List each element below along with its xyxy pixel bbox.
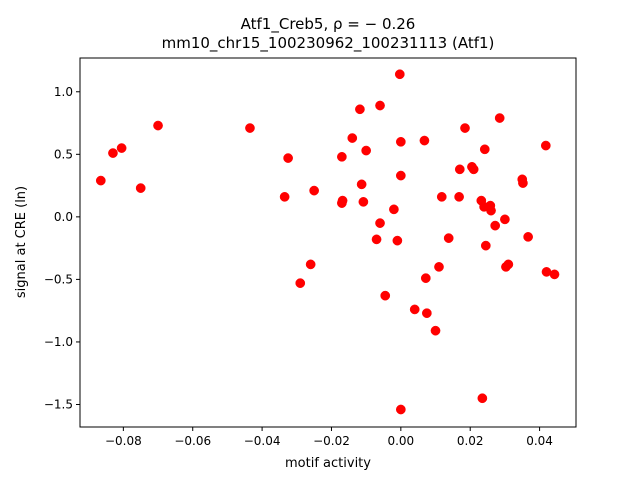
x-tick-label: 0.00 (387, 434, 414, 448)
data-point (135, 183, 146, 193)
data-point (245, 123, 255, 133)
data-point (358, 197, 369, 207)
y-tick-label: −1.5 (44, 397, 73, 411)
data-point (283, 153, 293, 163)
data-point (486, 205, 496, 216)
data-point (395, 170, 406, 181)
data-point (549, 269, 560, 280)
data-point (454, 164, 465, 175)
y-tick-label: −1.0 (44, 335, 73, 349)
data-point (337, 151, 347, 162)
data-point (153, 120, 163, 131)
data-point (347, 133, 358, 143)
data-point (356, 179, 367, 190)
data-point (409, 304, 420, 315)
data-point (518, 178, 528, 188)
data-point (389, 204, 399, 215)
data-point (395, 136, 406, 147)
data-point (436, 191, 447, 202)
y-tick-label: 0.5 (54, 147, 73, 161)
data-point (503, 259, 514, 270)
data-point (371, 234, 382, 245)
y-axis-label: signal at CRE (ln) (14, 186, 29, 298)
x-tick-label: −0.02 (313, 434, 350, 448)
x-axis-label: motif activity (285, 456, 371, 471)
data-point (523, 232, 533, 242)
data-point (116, 143, 127, 153)
data-point (309, 185, 319, 196)
data-points (95, 69, 560, 415)
chart-title-line-2: mm10_chr15_100230962_100231113 (Atf1) (162, 34, 495, 53)
data-point (305, 259, 316, 270)
data-point (500, 214, 510, 225)
y-axis-ticks: −1.5 −1.0 −0.5 0.0 0.5 1.0 (44, 85, 80, 411)
data-point (434, 262, 444, 272)
data-point (361, 145, 371, 156)
y-tick-label: 0.0 (54, 210, 73, 224)
data-point (540, 140, 551, 151)
data-point (420, 273, 431, 283)
x-tick-label: 0.04 (526, 434, 553, 448)
chart-title-line-1: Atf1_Creb5, ρ = − 0.26 (241, 15, 416, 34)
x-tick-label: −0.06 (174, 434, 211, 448)
data-point (494, 113, 505, 123)
x-axis-ticks: −0.08 −0.06 −0.04 −0.02 0.00 0.02 0.04 (105, 427, 553, 448)
data-point (295, 278, 306, 288)
x-tick-label: −0.08 (105, 434, 142, 448)
data-point (490, 220, 501, 231)
x-tick-label: −0.04 (244, 434, 281, 448)
y-tick-label: −0.5 (44, 272, 73, 286)
data-point (430, 325, 441, 336)
data-point (355, 104, 365, 115)
plot-frame (79, 57, 577, 428)
data-point (394, 69, 405, 80)
data-point (375, 100, 385, 111)
data-point (419, 135, 430, 146)
data-point (279, 191, 290, 202)
data-point (477, 393, 488, 404)
data-point (479, 144, 490, 155)
data-point (395, 404, 406, 415)
data-point (454, 191, 464, 202)
data-point (337, 195, 348, 206)
x-tick-label: 0.02 (457, 434, 484, 448)
data-point (108, 148, 118, 158)
data-point (468, 164, 479, 175)
y-tick-label: 1.0 (54, 85, 73, 99)
data-point (392, 235, 403, 246)
data-point (422, 308, 432, 319)
data-point (443, 233, 454, 243)
data-point (480, 240, 491, 251)
data-point (460, 123, 470, 133)
data-point (375, 218, 385, 228)
data-point (95, 175, 106, 186)
data-point (380, 290, 391, 301)
